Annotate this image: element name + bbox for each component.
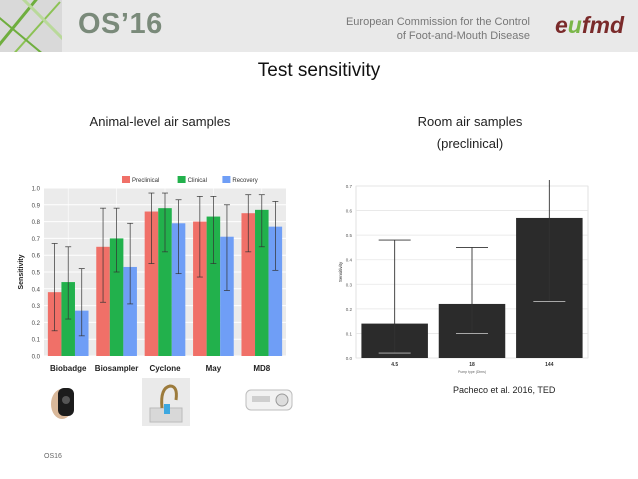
x-tick-label: Biosampler <box>95 364 139 373</box>
bar <box>109 238 124 356</box>
y-tick-label: 0.7 <box>32 237 41 243</box>
eufmd-logo-circ: u <box>567 12 582 38</box>
left-subtitle: Animal-level air samples <box>89 114 231 129</box>
right-subtitle-line1: Room air samples <box>417 114 523 129</box>
x-tick-label: Cyclone <box>149 364 181 373</box>
eufmd-logo-part1: e <box>554 12 568 38</box>
y-tick-label: 0.0 <box>32 355 41 361</box>
y-tick-label: 0.7 <box>346 184 353 189</box>
bar <box>193 221 207 356</box>
os16-logo: OS’16 <box>78 8 163 40</box>
bar <box>144 211 159 356</box>
x-tick-label: MD8 <box>253 364 270 373</box>
decorative-stripes <box>0 0 62 52</box>
y-tick-label: 0.3 <box>346 282 353 287</box>
y-tick-label: 0.1 <box>32 338 41 344</box>
y-tick-label: 0.8 <box>32 220 41 226</box>
commission-line1: European Commission for the Control <box>345 16 530 28</box>
x-tick-label: 4.5 <box>391 362 398 368</box>
bar <box>206 216 221 356</box>
legend-label: Preclinical <box>132 178 159 184</box>
right-subtitle-line2: (preclinical) <box>436 136 504 151</box>
y-tick-label: 0.4 <box>32 287 41 293</box>
cyclone-sampler-photo <box>142 378 190 426</box>
legend-label: Recovery <box>232 178 257 184</box>
x-tick-label: 18 <box>469 362 475 368</box>
eufmd-logo-part2: fmd <box>581 12 624 38</box>
y-tick-label: 0.3 <box>32 304 41 310</box>
legend-label: Clinical <box>188 178 207 184</box>
md8-sampler-photo <box>244 384 296 414</box>
bar <box>158 208 172 356</box>
bar <box>220 236 234 356</box>
y-tick-label: 0.9 <box>32 203 41 209</box>
x-tick-label: 144 <box>545 362 554 368</box>
y-axis-label: Sensitivity <box>18 254 25 289</box>
y-axis-label: Sensitivity <box>338 261 343 282</box>
x-tick-label: May <box>206 364 222 373</box>
slide-title: Test sensitivity <box>257 60 381 81</box>
x-tick-label: Biobadge <box>50 364 87 373</box>
bar <box>255 209 269 356</box>
bar <box>123 266 137 356</box>
y-tick-label: 0.6 <box>346 209 353 214</box>
y-tick-label: 0.2 <box>32 321 41 327</box>
legend-swatch <box>222 176 231 183</box>
bar <box>268 226 283 356</box>
commission-name: European Commission for the Control of F… <box>346 15 530 43</box>
y-tick-label: 0.6 <box>32 254 41 260</box>
eufmd-logo: eufmd <box>555 12 624 39</box>
y-tick-label: 0.1 <box>346 331 353 336</box>
y-tick-label: 0.5 <box>346 233 353 238</box>
footer-label: OS16 <box>44 453 62 460</box>
y-tick-label: 1.0 <box>32 187 41 193</box>
animal-air-samples-chart: 0.0 0.1 0.2 0.3 0.4 0.5 0.6 0.7 0.8 0.9 1.0 Sensiti… <box>18 176 286 373</box>
bar <box>171 223 186 356</box>
y-tick-label: 0.2 <box>346 307 353 312</box>
y-tick-label: 0.5 <box>32 271 41 277</box>
biobadge-device-photo <box>46 382 84 422</box>
y-tick-label: 0.4 <box>346 258 353 263</box>
x-axis-label: Pump type (Dims) <box>458 370 486 374</box>
legend-swatch <box>122 176 130 183</box>
commission-line2: of Foot-and-Mouth Disease <box>396 30 530 42</box>
bar <box>241 213 256 356</box>
legend-swatch <box>177 176 186 183</box>
citation: Pacheco et al. 2016, TED <box>453 385 556 395</box>
room-air-samples-chart: 0.0 0.1 0.2 0.3 0.4 0.5 0.6 0.7 Sensitivity 4.5 18… <box>338 180 589 374</box>
header-banner: OS’16 European Commission for the Contro… <box>0 0 638 52</box>
y-tick-label: 0.0 <box>346 356 353 361</box>
